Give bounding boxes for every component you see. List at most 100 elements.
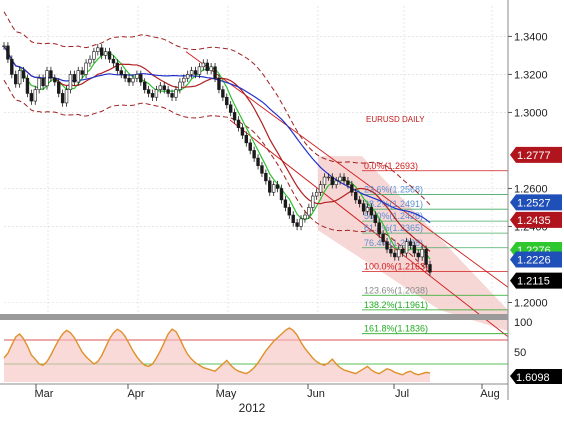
- fib-ext-label: 138.2%(1.1961): [364, 300, 428, 310]
- fib-label: 61.8%(1.2365): [364, 223, 423, 233]
- price-candle: [369, 207, 374, 216]
- price-candle: [217, 77, 221, 90]
- envelope-bands: [3, 11, 431, 274]
- price-candle: [322, 176, 327, 185]
- chart-title: EURUSD DAILY: [366, 115, 425, 124]
- price-candle: [428, 264, 432, 273]
- price-candle: [189, 70, 194, 75]
- price-candle: [330, 176, 334, 185]
- lower-band: [3, 79, 431, 274]
- y-tick-label: 1.3000: [514, 107, 548, 119]
- price-candle: [393, 252, 397, 258]
- price-candle: [100, 47, 104, 56]
- price-candle: [14, 74, 18, 85]
- fib-ext-label: 161.8%(1.1836): [364, 324, 428, 334]
- price-candle: [295, 222, 299, 227]
- price-candle: [197, 66, 202, 75]
- price-candle: [318, 184, 323, 193]
- price-candle: [408, 241, 413, 246]
- price-candle: [53, 77, 57, 83]
- price-candle: [107, 51, 112, 60]
- price-candle: [232, 112, 237, 121]
- price-candle: [111, 58, 116, 64]
- price-candle: [416, 252, 420, 258]
- price-candle: [213, 66, 217, 79]
- price-candle: [80, 70, 84, 75]
- x-tick-label: Mar: [35, 388, 54, 400]
- price-candle: [64, 89, 69, 104]
- price-candle: [424, 248, 428, 265]
- price-candle: [158, 85, 163, 90]
- price-candle: [166, 89, 170, 94]
- price-candle: [283, 199, 288, 208]
- price-candle: [279, 188, 284, 201]
- price-candle: [178, 81, 182, 90]
- y-tick-label: 1.3200: [514, 69, 548, 81]
- price-candle: [201, 62, 206, 68]
- price-candle: [205, 62, 209, 71]
- price-candle: [162, 85, 166, 90]
- fibonacci-levels: 0.0%(1.2693)23.6%(1.2568)38.2%(1.2491)50…: [362, 161, 508, 335]
- upper-band: [3, 11, 431, 206]
- price-badge-label: 1.2226: [517, 255, 551, 267]
- price-candle: [244, 134, 249, 144]
- price-candle: [33, 89, 37, 102]
- price-candle: [303, 214, 307, 220]
- y-tick-label: 1.2000: [514, 297, 548, 309]
- price-candle: [307, 207, 311, 216]
- x-tick-label: Aug: [480, 388, 500, 400]
- ma-fast-line: [3, 45, 431, 260]
- osc-badge-label: 1.6098: [516, 372, 550, 384]
- price-badge-label: 1.2435: [517, 215, 551, 227]
- price-candle: [361, 203, 366, 212]
- price-candle: [135, 74, 139, 79]
- price-candle: [271, 184, 276, 193]
- price-candle: [182, 77, 186, 83]
- channel-lower-line: [229, 119, 509, 338]
- price-candle: [381, 233, 385, 242]
- price-candle: [127, 77, 131, 83]
- price-candle: [37, 77, 41, 90]
- price-candle: [170, 93, 174, 98]
- osc-tick-label: 50: [514, 347, 526, 359]
- price-candle: [57, 81, 61, 94]
- price-candle: [377, 222, 381, 235]
- price-candle: [49, 70, 53, 79]
- price-candle: [350, 184, 354, 193]
- fib-label: 76.4%(1.2288): [364, 238, 423, 248]
- price-candle: [373, 214, 377, 223]
- price-badge: [510, 272, 562, 289]
- price-candle: [346, 180, 350, 185]
- price-candle: [96, 47, 100, 52]
- price-candle: [131, 77, 135, 83]
- price-badge: [510, 251, 562, 268]
- price-candle: [174, 89, 178, 98]
- fib-label: 23.6%(1.2568): [364, 185, 423, 195]
- price-candle: [10, 58, 14, 75]
- osc-badge: [510, 369, 562, 384]
- price-candle: [76, 70, 80, 83]
- price-candle: [154, 89, 159, 98]
- fib-label: 38.2%(1.2491): [364, 199, 423, 209]
- osc-tick-label: 100: [514, 317, 532, 329]
- price-candle: [123, 74, 127, 79]
- time-axis: Mar Apr May Jun Jul Aug 2012: [0, 383, 508, 415]
- price-candle: [103, 51, 108, 56]
- price-candle: [342, 176, 346, 182]
- price-candle: [389, 248, 393, 254]
- price-candle: [228, 104, 233, 113]
- price-badge: [510, 194, 562, 211]
- price-candle: [209, 66, 213, 71]
- price-badge-label: 1.2527: [517, 197, 551, 209]
- price-candle: [17, 70, 22, 85]
- price-candle: [397, 248, 401, 258]
- price-candle: [252, 150, 256, 159]
- price-candle: [2, 45, 6, 48]
- price-candle: [29, 93, 34, 102]
- price-candle: [240, 127, 245, 136]
- x-tick-label: Apr: [127, 388, 144, 400]
- price-candle: [420, 248, 424, 258]
